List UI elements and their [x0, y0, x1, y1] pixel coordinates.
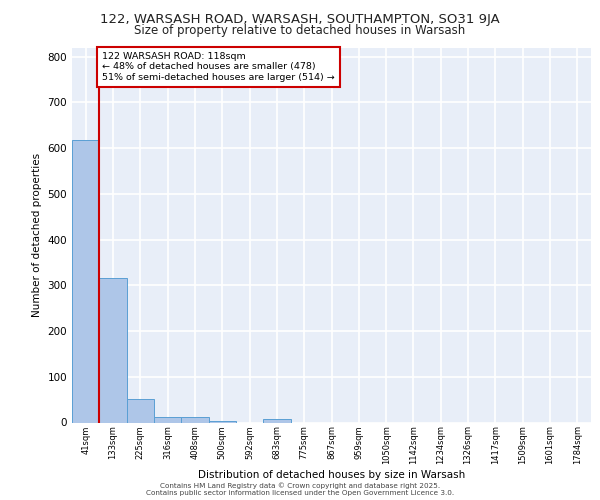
Text: Size of property relative to detached houses in Warsash: Size of property relative to detached ho…: [134, 24, 466, 37]
Text: 122, WARSASH ROAD, WARSASH, SOUTHAMPTON, SO31 9JA: 122, WARSASH ROAD, WARSASH, SOUTHAMPTON,…: [100, 12, 500, 26]
Text: 122 WARSASH ROAD: 118sqm
← 48% of detached houses are smaller (478)
51% of semi-: 122 WARSASH ROAD: 118sqm ← 48% of detach…: [102, 52, 335, 82]
Bar: [72, 140, 100, 422]
Text: Contains public sector information licensed under the Open Government Licence 3.: Contains public sector information licen…: [146, 490, 454, 496]
Bar: [181, 417, 209, 422]
X-axis label: Distribution of detached houses by size in Warsash: Distribution of detached houses by size …: [198, 470, 465, 480]
Bar: [127, 398, 154, 422]
Bar: [154, 417, 181, 422]
Bar: [100, 278, 127, 422]
Bar: [209, 421, 236, 422]
Bar: [263, 420, 290, 422]
Text: Contains HM Land Registry data © Crown copyright and database right 2025.: Contains HM Land Registry data © Crown c…: [160, 482, 440, 489]
Y-axis label: Number of detached properties: Number of detached properties: [32, 153, 42, 317]
